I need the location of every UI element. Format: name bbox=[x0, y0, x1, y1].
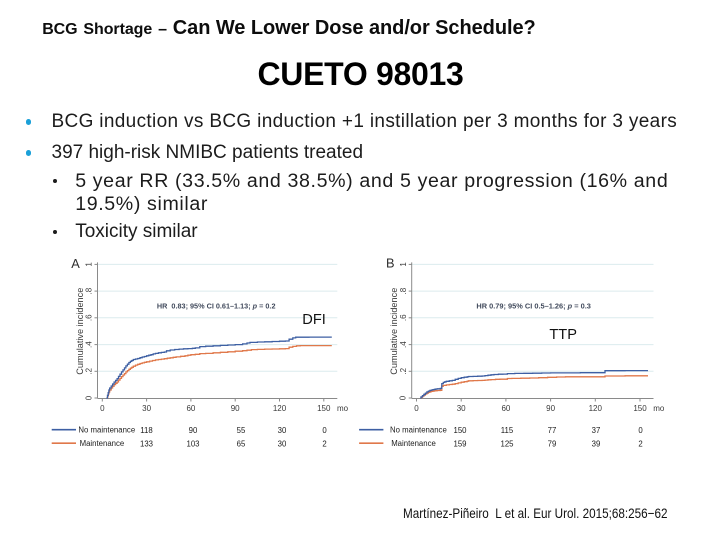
svg-text:HR 0.79; 95% CI 0.5–1.26; p =: HR 0.79; 95% CI 0.5–1.26; p = 0.3 bbox=[476, 302, 590, 311]
svg-text:No maintenance: No maintenance bbox=[78, 426, 135, 435]
svg-text:2: 2 bbox=[322, 440, 326, 449]
svg-text:DFI: DFI bbox=[302, 312, 326, 328]
svg-text:159: 159 bbox=[453, 440, 466, 449]
svg-text:.8: .8 bbox=[399, 287, 408, 294]
svg-text:.6: .6 bbox=[85, 314, 94, 321]
svg-text:TTP: TTP bbox=[549, 327, 577, 343]
svg-text:.2: .2 bbox=[85, 367, 94, 374]
svg-text:No maintenance: No maintenance bbox=[390, 426, 447, 435]
svg-text:125: 125 bbox=[500, 440, 514, 449]
svg-text:.4: .4 bbox=[399, 341, 408, 348]
svg-text:77: 77 bbox=[548, 426, 557, 435]
svg-text:60: 60 bbox=[186, 404, 195, 413]
svg-text:Maintenance: Maintenance bbox=[80, 439, 125, 448]
svg-text:mo: mo bbox=[337, 404, 349, 413]
svg-text:B: B bbox=[386, 256, 395, 271]
svg-text:150: 150 bbox=[453, 426, 467, 435]
svg-text:.2: .2 bbox=[399, 367, 408, 374]
svg-text:90: 90 bbox=[231, 404, 240, 413]
svg-text:Cumulative incidence: Cumulative incidence bbox=[75, 288, 85, 375]
svg-text:.4: .4 bbox=[85, 341, 94, 348]
svg-text:118: 118 bbox=[140, 426, 152, 435]
svg-text:0: 0 bbox=[414, 404, 419, 413]
svg-text:0: 0 bbox=[399, 395, 408, 400]
svg-text:65: 65 bbox=[237, 440, 246, 449]
svg-text:90: 90 bbox=[189, 426, 198, 435]
svg-text:37: 37 bbox=[592, 426, 601, 435]
svg-text:120: 120 bbox=[589, 404, 603, 413]
svg-text:1: 1 bbox=[85, 262, 94, 267]
svg-text:30: 30 bbox=[278, 426, 287, 435]
svg-text:30: 30 bbox=[457, 404, 466, 413]
svg-text:2: 2 bbox=[638, 440, 642, 449]
svg-text:133: 133 bbox=[140, 440, 153, 449]
svg-text:.6: .6 bbox=[399, 314, 408, 321]
svg-text:150: 150 bbox=[633, 404, 647, 413]
svg-text:120: 120 bbox=[273, 404, 287, 413]
svg-text:1: 1 bbox=[399, 262, 408, 267]
svg-text:HR 0.83; 95% CI 0.61–1.13; p: HR 0.83; 95% CI 0.61–1.13; p = 0.2 bbox=[157, 302, 276, 311]
svg-text:0: 0 bbox=[100, 404, 105, 413]
svg-text:Maintenance: Maintenance bbox=[391, 439, 436, 448]
svg-text:30: 30 bbox=[278, 440, 287, 449]
svg-text:103: 103 bbox=[186, 440, 199, 449]
svg-text:0: 0 bbox=[85, 395, 94, 400]
svg-text:0: 0 bbox=[322, 426, 327, 435]
svg-text:115: 115 bbox=[501, 426, 514, 435]
svg-text:Cumulative incidence: Cumulative incidence bbox=[389, 288, 399, 375]
svg-text:0: 0 bbox=[638, 426, 643, 435]
svg-text:79: 79 bbox=[548, 440, 557, 449]
svg-text:30: 30 bbox=[142, 404, 151, 413]
svg-text:.8: .8 bbox=[85, 287, 94, 294]
svg-text:mo: mo bbox=[653, 404, 665, 413]
svg-text:39: 39 bbox=[592, 440, 601, 449]
svg-text:A: A bbox=[71, 256, 80, 271]
svg-text:90: 90 bbox=[546, 404, 555, 413]
svg-text:150: 150 bbox=[317, 404, 331, 413]
svg-text:55: 55 bbox=[237, 426, 246, 435]
svg-text:60: 60 bbox=[501, 404, 510, 413]
